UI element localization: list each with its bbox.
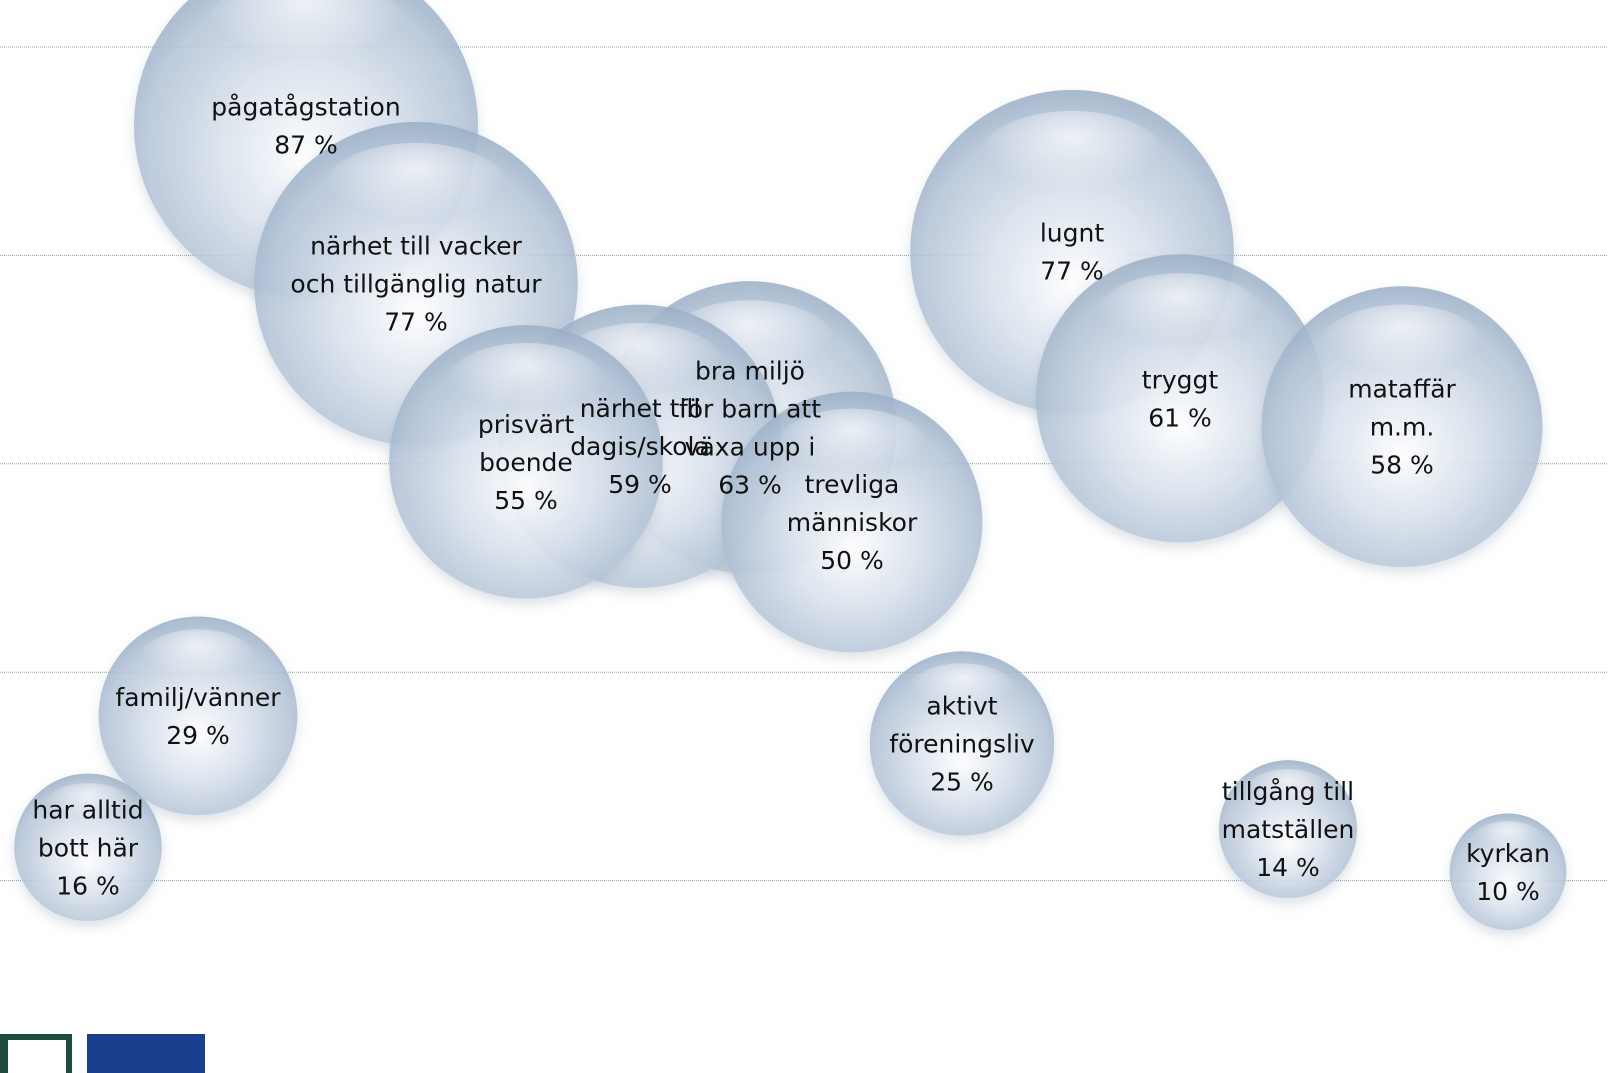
bubble-highlight	[138, 629, 258, 693]
bubble-label: närhet till dagis/skola 59 %	[570, 394, 710, 499]
bubble-highlight	[43, 783, 133, 831]
bubble-label: mataffär m.m. 58 %	[1348, 375, 1456, 480]
bubble-label: familj/vänner 29 %	[115, 683, 281, 750]
bubble-label-line: pågatågstation	[211, 92, 400, 121]
bubble-label-line: 29 %	[166, 721, 230, 750]
bubble-8	[721, 391, 983, 653]
bubble-label: tillgång till matställen 14 %	[1222, 777, 1355, 882]
bubble-9	[98, 616, 298, 816]
bubble-label-line: 77 %	[384, 308, 448, 337]
bubble-highlight	[773, 408, 931, 493]
bubble-label-line: människor	[787, 508, 918, 537]
bubble-highlight	[1473, 821, 1543, 859]
bubble-label: har alltid bott här 16 %	[32, 795, 143, 900]
bubble-6	[1261, 286, 1543, 568]
bubble-highlight	[1246, 769, 1330, 814]
bubble-label-line: 25 %	[930, 768, 994, 797]
bubble-label-line: 50 %	[820, 546, 884, 575]
bubble-label: pågatågstation 87 %	[211, 92, 400, 159]
bubble-label-line: 10 %	[1476, 877, 1540, 906]
bubble-12	[1219, 760, 1357, 899]
bubble-label-line: för barn att	[679, 395, 821, 424]
bubble-highlight	[1317, 304, 1487, 395]
bubble-highlight	[202, 0, 410, 86]
bubble-label-line: närhet till	[580, 394, 701, 423]
bubble-label: aktivt föreningsliv 25 %	[889, 692, 1035, 797]
bubble-label-line: prisvärt	[478, 410, 575, 439]
bubble-label-line: mataffär	[1348, 375, 1456, 404]
bubble-label-line: familj/vänner	[115, 683, 281, 712]
bubble-label: lugnt 77 %	[1040, 219, 1105, 286]
bubble-label: närhet till vacker och tillgänglig natur 7…	[290, 232, 542, 337]
bubble-label-line: har alltid	[32, 795, 143, 824]
bubble-label-line: dagis/skola	[570, 432, 710, 461]
bubble-label: trevliga människor 50 %	[787, 470, 918, 575]
bubble-label-line: lugnt	[1040, 219, 1105, 248]
bubble-7	[389, 325, 663, 599]
bubble-label-line: 61 %	[1148, 403, 1212, 432]
bubble-label-line: växa upp i	[685, 433, 816, 462]
bubble-highlight	[318, 142, 514, 247]
bubble-label-line: 58 %	[1370, 451, 1434, 480]
bubble-label-line: 77 %	[1040, 257, 1104, 286]
bubble-label-line: och tillgänglig natur	[290, 270, 542, 299]
bubble-highlight	[974, 110, 1170, 215]
bubble-label-line: bra miljö	[695, 357, 805, 386]
logo	[0, 1034, 205, 1073]
bubble-label: kyrkan 10 %	[1466, 839, 1550, 906]
bubble-label-line: kyrkan	[1466, 839, 1550, 868]
bubble-label: bra miljö för barn att växa upp i 63 %	[679, 357, 821, 500]
bubble-label-line: 63 %	[718, 471, 782, 500]
bubble-label-line: m.m.	[1370, 413, 1435, 442]
bubble-label-line: aktivt	[926, 692, 997, 721]
bubble-4	[1035, 254, 1325, 543]
bubble-labels: pågatågstation 87 % närhet till vacker och …	[32, 92, 1550, 905]
bubble-label-line: trevliga	[805, 470, 900, 499]
bubble-13	[1449, 813, 1567, 931]
bubble-label-line: 59 %	[608, 470, 672, 499]
bubble-label-line: 16 %	[56, 871, 120, 900]
bubble-label-line: bott här	[38, 833, 139, 862]
bubble-highlight	[443, 342, 609, 431]
bubble-label-line: 55 %	[494, 486, 558, 515]
bubble-label-line: 87 %	[274, 130, 338, 159]
bubble-label-line: boende	[479, 448, 573, 477]
bubble-label: tryggt 61 %	[1142, 365, 1219, 432]
bubbles	[14, 0, 1567, 931]
bubble-label-line: matställen	[1222, 815, 1355, 844]
bubble-label-line: närhet till vacker	[310, 232, 522, 261]
bubble-highlight	[1093, 273, 1267, 366]
bubble-label-line: föreningsliv	[889, 730, 1035, 759]
bubble-label-line: 14 %	[1256, 853, 1320, 882]
bubble-highlight	[906, 663, 1018, 723]
bubble-label-line: tryggt	[1142, 365, 1219, 394]
bubble-label-line: tillgång till	[1222, 777, 1354, 806]
bubble-11	[14, 773, 162, 922]
bubble-10	[869, 651, 1055, 836]
bubble-label: prisvärt boende 55 %	[478, 410, 575, 515]
